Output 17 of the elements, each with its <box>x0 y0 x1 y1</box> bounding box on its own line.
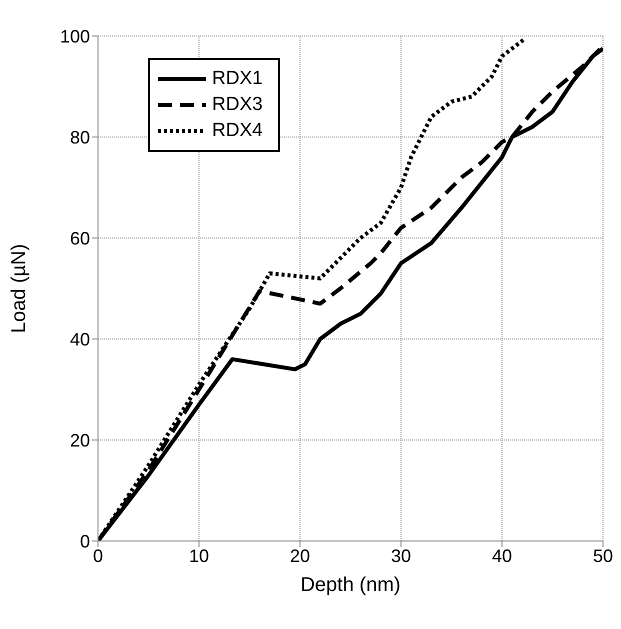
legend-label: RDX4 <box>212 120 263 142</box>
y-tick-label: 20 <box>70 430 90 450</box>
y-tick-label: 60 <box>70 228 90 248</box>
x-tick-label: 20 <box>290 546 310 566</box>
y-tick-label: 40 <box>70 329 90 350</box>
y-tick-label: 100 <box>60 26 90 46</box>
y-tick-label: 0 <box>80 531 90 552</box>
legend-label: RDX1 <box>212 68 263 90</box>
x-tick-label: 40 <box>492 546 512 566</box>
x-tick-label: 10 <box>188 546 210 566</box>
x-tick-label: 50 <box>592 546 614 566</box>
legend-label: RDX3 <box>212 94 263 116</box>
y-axis-title: Load (µN) <box>8 244 30 334</box>
y-tick-label: 80 <box>70 127 90 148</box>
x-tick-label: 0 <box>92 546 104 566</box>
x-axis-title: Depth (nm) <box>300 574 401 596</box>
x-tick-label: 30 <box>390 546 412 566</box>
